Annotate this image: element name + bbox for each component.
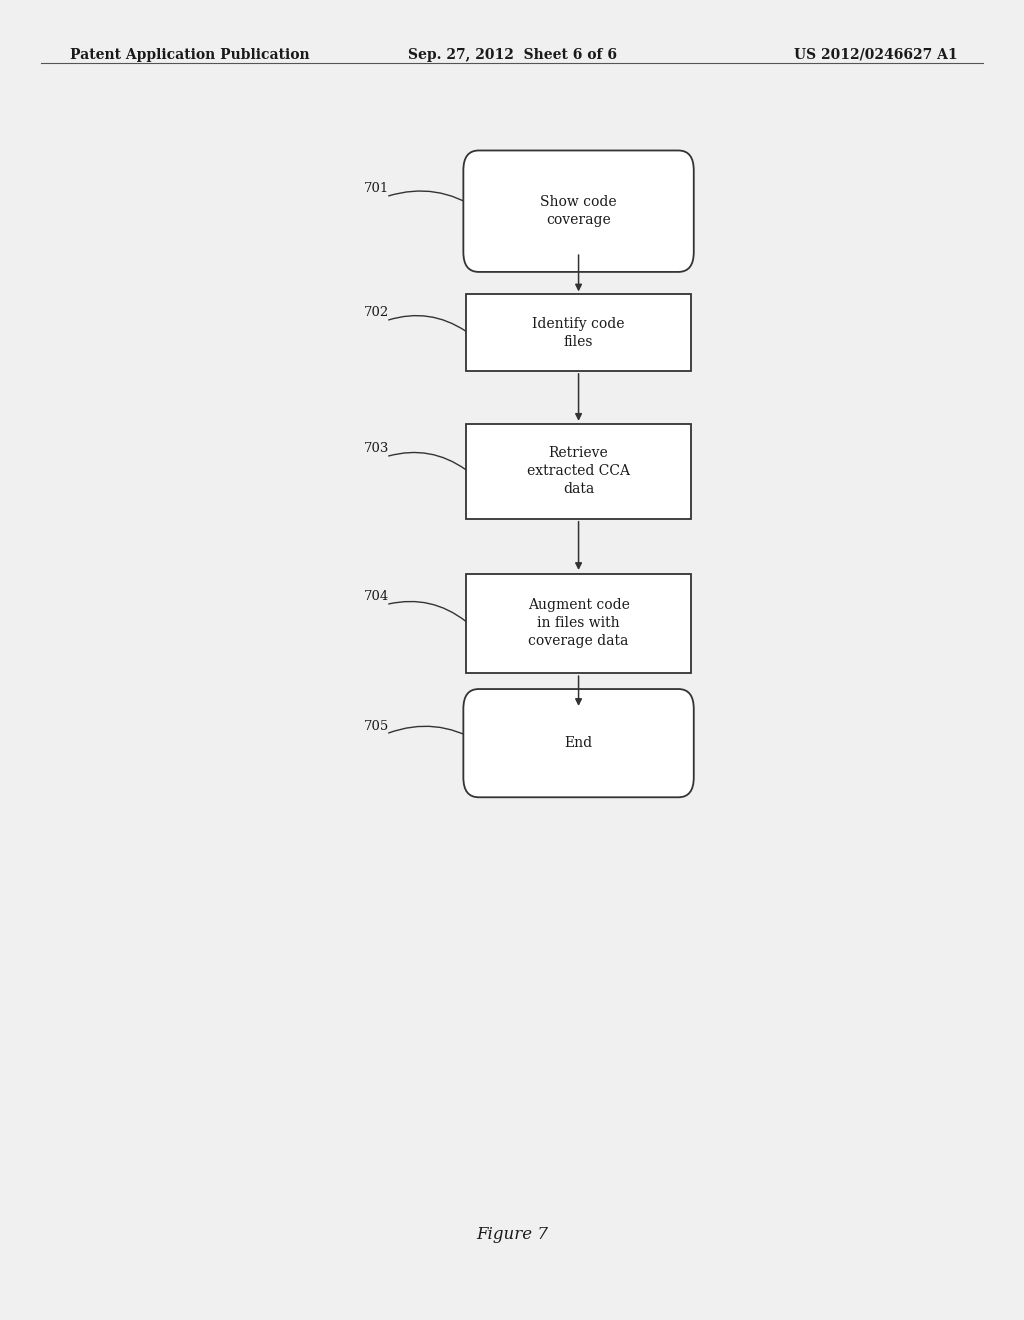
Text: Patent Application Publication: Patent Application Publication xyxy=(70,48,309,62)
Text: Show code
coverage: Show code coverage xyxy=(541,195,616,227)
Text: US 2012/0246627 A1: US 2012/0246627 A1 xyxy=(794,48,957,62)
FancyBboxPatch shape xyxy=(463,689,693,797)
Text: 702: 702 xyxy=(364,306,389,319)
Text: 701: 701 xyxy=(364,182,389,195)
Text: Figure 7: Figure 7 xyxy=(476,1226,548,1242)
FancyBboxPatch shape xyxy=(466,424,691,519)
Text: Sep. 27, 2012  Sheet 6 of 6: Sep. 27, 2012 Sheet 6 of 6 xyxy=(408,48,616,62)
Text: 704: 704 xyxy=(364,590,389,603)
Text: End: End xyxy=(564,737,593,750)
Text: 703: 703 xyxy=(364,442,389,455)
Text: Augment code
in files with
coverage data: Augment code in files with coverage data xyxy=(527,598,630,648)
Text: Retrieve
extracted CCA
data: Retrieve extracted CCA data xyxy=(527,446,630,496)
FancyBboxPatch shape xyxy=(466,573,691,672)
Text: Identify code
files: Identify code files xyxy=(532,317,625,348)
Text: 705: 705 xyxy=(364,719,389,733)
FancyBboxPatch shape xyxy=(466,294,691,371)
FancyBboxPatch shape xyxy=(463,150,693,272)
